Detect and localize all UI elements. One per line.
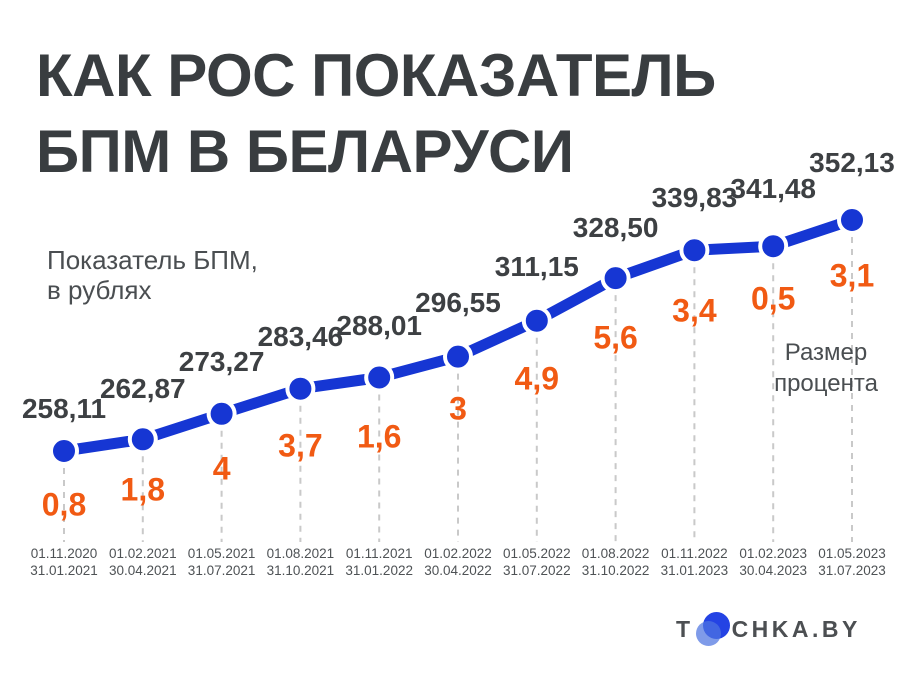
data-point-dot [679,235,710,266]
data-point-dot [206,398,237,429]
data-point-dot [443,341,473,372]
logo-text-prefix: T [676,615,694,642]
title-line-2: БПМ В БЕЛАРУСИ [36,118,574,185]
title-line-1: КАК РОС ПОКАЗАТЕЛЬ [36,42,716,109]
percent-axis-label: Размер процента [746,337,900,399]
data-point-dot [600,263,631,294]
logo-text-suffix: CHKA.BY [731,615,861,642]
percent-axis-label-line-1: Размер [784,339,868,366]
data-point-dot [49,436,79,466]
percent-axis-label-line-2: процента [774,370,878,397]
series-label-line-2: в рублях [47,275,152,305]
tochka-logo: T CHKA.BY [676,611,861,647]
logo-light-circle-icon [695,621,721,646]
page-title: КАК РОС ПОКАЗАТЕЛЬ БПМ В БЕЛАРУСИ [36,38,716,190]
data-point-dot [521,305,552,336]
data-point-dot [285,373,316,404]
logo-dot-icon [695,612,730,646]
data-point-dot [127,424,158,455]
data-point-dot [364,362,395,393]
data-point-dot [837,205,867,235]
data-point-dot [758,231,789,262]
series-label-line-1: Показатель БПМ, [47,245,258,275]
series-label: Показатель БПМ, в рублях [47,245,258,305]
